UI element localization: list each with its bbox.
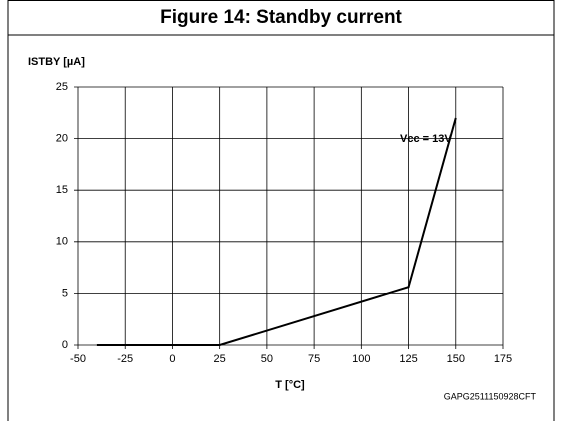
- y-tick-label: 5: [62, 287, 68, 299]
- x-tick-label: 150: [447, 353, 465, 365]
- y-axis-label: ISTBY [µA]: [28, 56, 85, 68]
- x-tick-label: 50: [261, 353, 273, 365]
- line-series: [96, 117, 457, 346]
- chart-title: Figure 14: Standby current: [160, 7, 402, 28]
- y-tick-label: 10: [56, 236, 68, 248]
- x-tick-label: -25: [117, 353, 133, 365]
- x-axis-label: T [°C]: [275, 379, 305, 391]
- x-tick-label: 25: [214, 353, 226, 365]
- x-tick-label: -50: [70, 353, 86, 365]
- y-tick-label: 25: [56, 81, 68, 93]
- x-tick-label: 175: [494, 353, 512, 365]
- y-tick-label: 15: [56, 184, 68, 196]
- figure-code: GAPG2511150928CFT: [444, 391, 537, 401]
- y-tick-label: 0: [62, 339, 68, 351]
- x-tick-label: 0: [169, 353, 175, 365]
- x-tick-label: 125: [399, 353, 417, 365]
- x-tick-label: 100: [352, 353, 370, 365]
- y-tick-label: 20: [56, 133, 68, 145]
- x-tick-label: 75: [308, 353, 320, 365]
